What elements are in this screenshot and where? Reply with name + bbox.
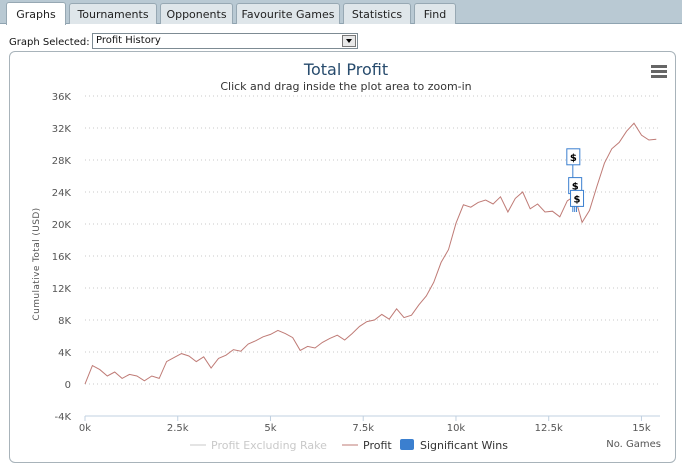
legend-item-profit[interactable]: Profit: [342, 439, 392, 452]
x-tick-label: 5k: [264, 423, 276, 434]
graph-select-value: Profit History: [96, 35, 161, 46]
tab-bar: Graphs Tournaments Opponents Favourite G…: [0, 0, 682, 25]
y-tick-label: -4K: [54, 412, 71, 423]
graph-select-dropdown[interactable]: Profit History: [92, 33, 358, 49]
y-tick-label: 32K: [52, 124, 72, 135]
tab-find[interactable]: Find: [414, 3, 456, 24]
legend-item-significant-wins[interactable]: Significant Wins: [400, 439, 508, 452]
chart-panel[interactable]: Total Profit Click and drag inside the p…: [9, 51, 676, 463]
x-axis-title: No. Games: [606, 439, 661, 450]
significant-win-flag[interactable]: $: [570, 189, 585, 212]
y-tick-label: 20K: [52, 220, 72, 231]
profit-series: [84, 122, 657, 385]
y-tick-label: 24K: [52, 188, 72, 199]
flag-label: $: [574, 194, 581, 205]
x-tick-label: 2.5k: [167, 423, 189, 434]
y-tick-label: 0: [65, 380, 71, 391]
profit-line: [84, 122, 657, 385]
flag-label: $: [570, 153, 577, 164]
hamburger-menu-icon[interactable]: [651, 65, 667, 78]
tab-opponents[interactable]: Opponents: [160, 3, 233, 24]
y-tick-label: 4K: [58, 348, 71, 359]
y-tick-label: 16K: [52, 252, 72, 263]
graph-select-label: Graph Selected:: [9, 36, 90, 48]
chart-subtitle: Click and drag inside the plot area to z…: [220, 80, 471, 93]
y-tick-label: 36K: [52, 92, 72, 103]
legend-label-profit-excluding-rake: Profit Excluding Rake: [211, 439, 327, 452]
y-tick-label: 12K: [52, 284, 72, 295]
x-tick-label: 0k: [79, 423, 91, 434]
legend-label-significant-wins: Significant Wins: [420, 439, 508, 452]
flag-label: $: [572, 182, 579, 193]
tab-statistics[interactable]: Statistics: [343, 3, 411, 24]
y-axis-title: Cumulative Total (USD): [32, 207, 42, 320]
chart-legend[interactable]: Profit Excluding Rake Profit Significant…: [190, 439, 508, 452]
x-tick-label: 12.5k: [535, 423, 563, 434]
tab-graphs[interactable]: Graphs: [6, 2, 66, 25]
grid-lines: [85, 95, 660, 417]
chart-title: Total Profit: [303, 60, 388, 79]
y-tick-label: 8K: [58, 316, 71, 327]
x-tick-label: 10k: [447, 423, 466, 434]
tab-favourite-games[interactable]: Favourite Games: [236, 3, 340, 24]
y-axis-ticks: -4K 0 4K 8K 12K 16K 20K 24K 28K 32K 36K: [52, 92, 72, 423]
flag-box: [566, 148, 581, 166]
y-tick-label: 28K: [52, 156, 72, 167]
legend-item-profit-excluding-rake[interactable]: Profit Excluding Rake: [190, 439, 327, 452]
profit-chart[interactable]: Total Profit Click and drag inside the p…: [10, 52, 677, 464]
chevron-down-icon[interactable]: [342, 35, 356, 47]
x-axis-ticks: 0k 2.5k 5k 7.5k 10k 12.5k 15k: [79, 415, 660, 434]
significant-wins-flags[interactable]: $$$: [566, 148, 585, 212]
x-tick-label: 7.5k: [352, 423, 374, 434]
flag-box: [570, 189, 585, 207]
tab-tournaments[interactable]: Tournaments: [69, 3, 157, 24]
x-tick-label: 15k: [632, 423, 651, 434]
legend-label-profit: Profit: [363, 439, 392, 452]
